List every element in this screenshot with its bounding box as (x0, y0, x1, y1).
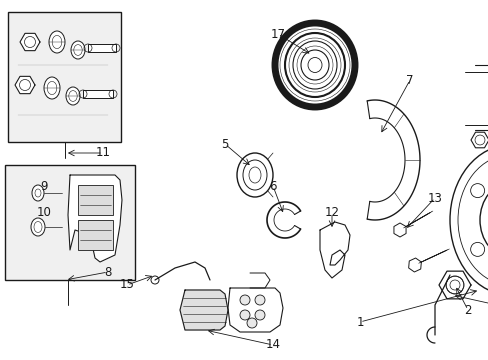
Bar (8, 12, 121, 142)
Text: 17: 17 (270, 27, 285, 40)
Polygon shape (408, 258, 421, 272)
Circle shape (254, 310, 264, 320)
Ellipse shape (44, 77, 60, 99)
Circle shape (469, 184, 484, 198)
Bar (78, 220, 113, 250)
Text: 1: 1 (356, 315, 363, 328)
Bar (5, 165, 135, 280)
Text: 8: 8 (104, 266, 111, 279)
Text: 15: 15 (120, 279, 134, 292)
Polygon shape (438, 271, 470, 299)
Polygon shape (15, 76, 35, 94)
Bar (83, 90, 113, 98)
Circle shape (240, 295, 249, 305)
Text: 13: 13 (427, 192, 442, 204)
Ellipse shape (71, 41, 85, 59)
Circle shape (254, 295, 264, 305)
Polygon shape (319, 222, 349, 278)
Bar (78, 185, 113, 215)
Text: 2: 2 (463, 303, 471, 316)
Text: 9: 9 (40, 180, 48, 193)
Circle shape (246, 318, 257, 328)
Ellipse shape (449, 145, 488, 295)
Polygon shape (20, 33, 40, 51)
Polygon shape (227, 288, 283, 332)
Polygon shape (180, 290, 227, 330)
Text: 12: 12 (324, 207, 339, 220)
Text: 14: 14 (265, 338, 280, 351)
Polygon shape (393, 223, 405, 237)
Text: 10: 10 (37, 206, 51, 219)
Ellipse shape (31, 218, 45, 236)
Ellipse shape (49, 31, 65, 53)
Circle shape (240, 310, 249, 320)
Bar (88, 44, 116, 52)
Text: 5: 5 (221, 138, 228, 150)
Text: 11: 11 (95, 147, 110, 159)
Ellipse shape (237, 153, 272, 197)
Polygon shape (470, 132, 488, 148)
Text: 7: 7 (406, 73, 413, 86)
Polygon shape (68, 175, 122, 262)
Text: 6: 6 (269, 180, 276, 193)
Ellipse shape (274, 23, 354, 107)
Ellipse shape (32, 185, 44, 201)
Circle shape (469, 242, 484, 256)
Ellipse shape (66, 87, 80, 105)
